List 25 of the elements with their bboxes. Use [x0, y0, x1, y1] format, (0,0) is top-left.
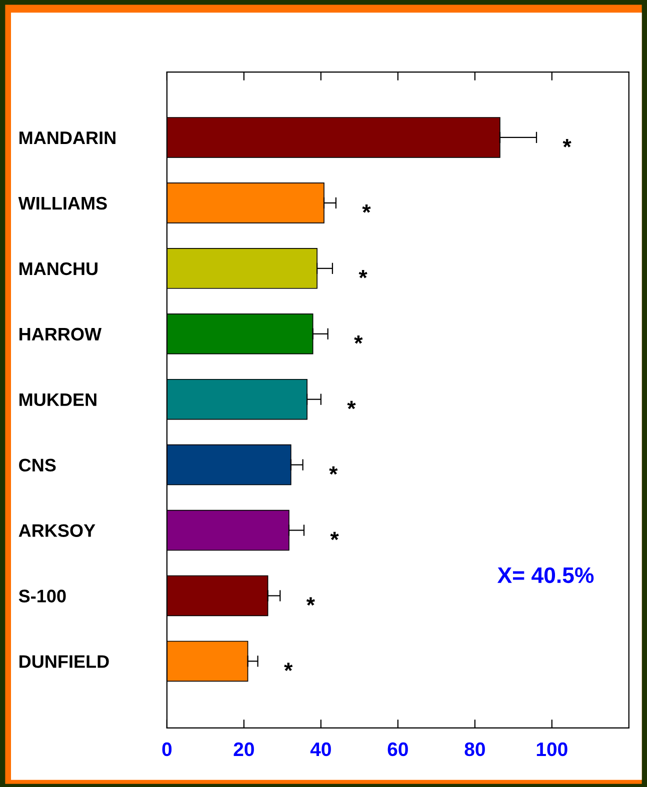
x-tick-label: 20 [234, 742, 254, 756]
x-tick-label: 100 [536, 742, 568, 756]
annotation: * [362, 204, 371, 213]
x-tick-label: 40 [310, 742, 331, 756]
annotation: * [562, 139, 572, 148]
y-tick-label: MUKDEN [20, 393, 96, 406]
x-tick-label: 80 [464, 742, 485, 756]
annotation: * [329, 466, 338, 475]
y-tick-label: MANDARIN [20, 132, 116, 144]
y-tick-label: MANCHU [20, 262, 98, 276]
y-tick-label: WILLIAMS [18, 196, 107, 210]
annotation: * [354, 335, 363, 344]
y-tick-label: CNS [19, 458, 56, 472]
y-tick-label: ARKSOY [18, 524, 96, 537]
annotation: * [347, 400, 356, 410]
annotation: * [330, 532, 339, 540]
annotation: X= 40.5% [497, 567, 594, 584]
x-tick-label: 0 [162, 742, 172, 756]
y-tick-label: S-100 [18, 590, 66, 602]
y-tick-label: HARROW [20, 328, 102, 341]
annotation: * [284, 662, 293, 672]
annotation: * [358, 270, 368, 278]
y-tick-label: DUNFIELD [20, 655, 109, 668]
annotation: * [306, 597, 315, 606]
x-tick-label: 60 [388, 742, 408, 756]
